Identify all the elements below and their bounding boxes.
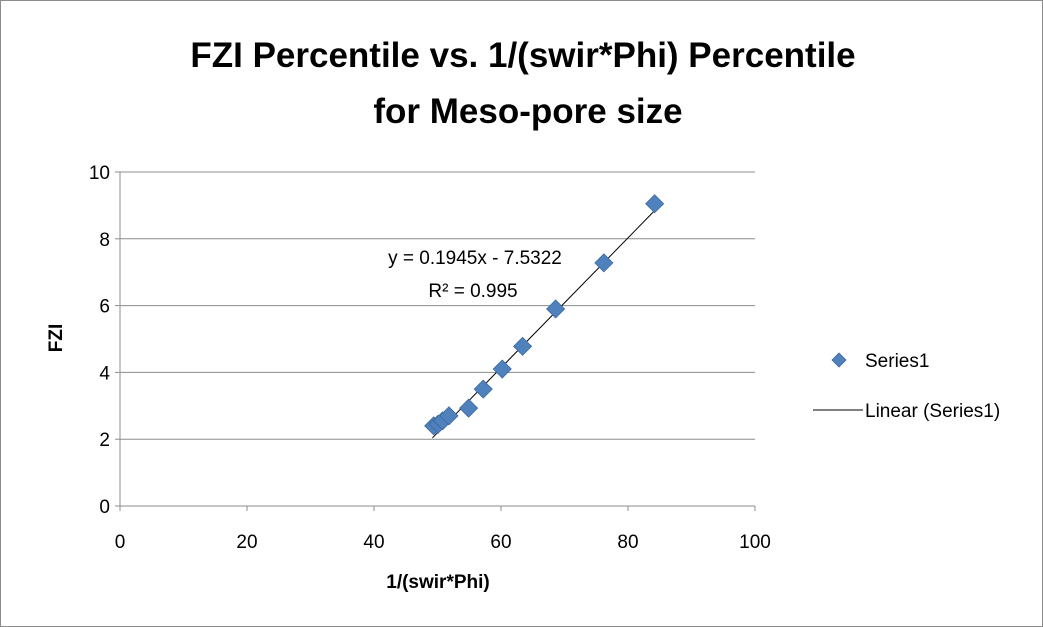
axes xyxy=(115,171,756,511)
y-tick-label-4: 8 xyxy=(99,230,110,251)
x-axis-title: 1/(swir*Phi) xyxy=(386,572,489,593)
data-point-0-5 xyxy=(473,379,493,399)
x-tick-label-2: 40 xyxy=(363,532,384,553)
gridlines xyxy=(120,171,755,440)
chart-title-line-1: FZI Percentile vs. 1/(swir*Phi) Percenti… xyxy=(190,36,855,75)
chart-title-line-2: for Meso-pore size xyxy=(373,92,682,131)
data-point-0-6 xyxy=(492,359,512,379)
x-tick-label-1: 20 xyxy=(236,532,257,553)
y-tick-label-3: 6 xyxy=(99,297,110,318)
x-tick-label-4: 80 xyxy=(617,532,638,553)
data-point-0-8 xyxy=(546,299,566,319)
y-tick-label-1: 2 xyxy=(99,430,110,451)
data-point-0-4 xyxy=(459,398,479,418)
data-points xyxy=(424,194,665,436)
y-tick-label-2: 4 xyxy=(99,363,110,384)
legend-marker-series1 xyxy=(831,352,847,368)
legend-label-series1: Series1 xyxy=(865,351,929,372)
y-tick-label-0: 0 xyxy=(99,497,110,518)
trendline-equation: y = 0.1945x - 7.5322 xyxy=(388,248,562,269)
x-tick-label-5: 100 xyxy=(739,532,771,553)
data-point-0-9 xyxy=(594,253,614,273)
x-tick-label-3: 60 xyxy=(490,532,511,553)
trendline-r-squared: R² = 0.995 xyxy=(428,281,517,302)
legend-label-trendline: Linear (Series1) xyxy=(865,401,1000,422)
y-tick-label-5: 10 xyxy=(89,163,110,184)
data-point-0-3 xyxy=(439,406,459,426)
y-axis-title: FZI xyxy=(46,324,67,353)
legend: Series1 Linear (Series1) xyxy=(813,351,1000,422)
x-tick-label-0: 0 xyxy=(115,532,126,553)
trendline xyxy=(432,207,658,439)
data-point-0-10 xyxy=(645,194,665,214)
trendline-layer xyxy=(432,207,658,439)
data-point-0-7 xyxy=(513,336,533,356)
